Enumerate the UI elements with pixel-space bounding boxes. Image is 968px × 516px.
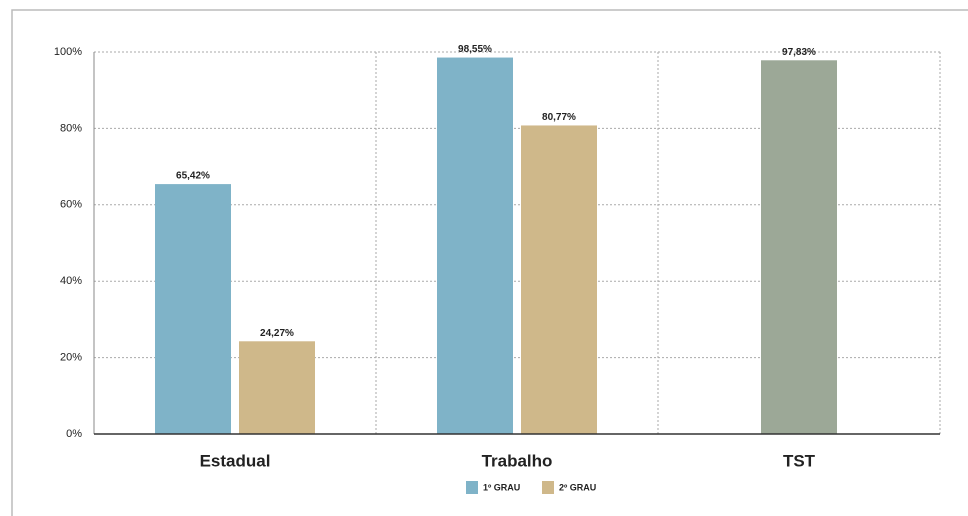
bar: [761, 60, 837, 434]
y-tick-label: 80%: [60, 122, 82, 134]
legend-label: 1º GRAU: [483, 482, 520, 492]
frame: [11, 9, 968, 516]
y-tick-label: 40%: [60, 275, 82, 287]
value-label: 98,55%: [458, 44, 492, 55]
value-label: 24,27%: [260, 328, 294, 339]
x-tick-label: Trabalho: [482, 451, 553, 470]
value-label: 80,77%: [542, 112, 576, 123]
bar: [437, 57, 513, 434]
bar: [155, 184, 231, 434]
legend-label: 2º GRAU: [559, 482, 596, 492]
y-tick-label: 0%: [66, 428, 82, 440]
x-tick-label: TST: [783, 451, 816, 470]
legend-swatch: [542, 481, 554, 494]
legend-swatch: [466, 481, 478, 494]
bar: [239, 341, 315, 434]
y-tick-label: 100%: [54, 46, 82, 58]
y-tick-label: 60%: [60, 199, 82, 211]
bar: [521, 125, 597, 434]
x-tick-label: Estadual: [200, 451, 271, 470]
y-tick-label: 20%: [60, 352, 82, 364]
value-label: 97,83%: [782, 47, 816, 58]
value-label: 65,42%: [176, 171, 210, 182]
